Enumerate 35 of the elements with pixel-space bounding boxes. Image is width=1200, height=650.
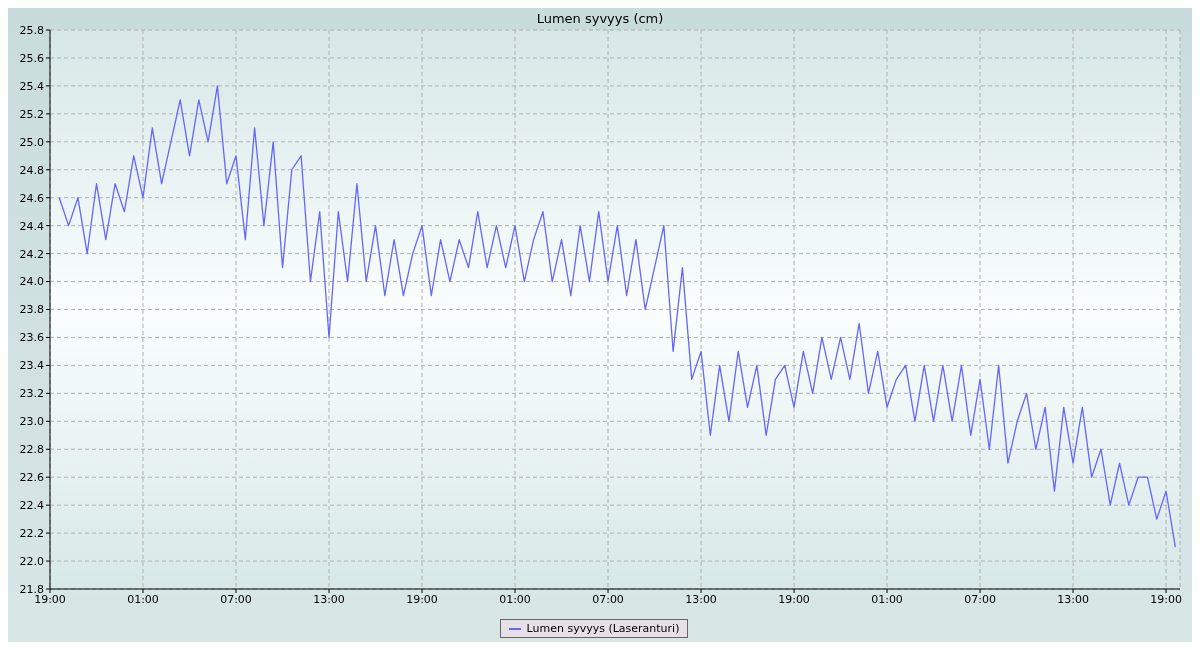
y-tick-label: 25.6 (19, 51, 44, 65)
x-tick-label: 07:00 (964, 592, 996, 606)
y-tick-label: 22.8 (19, 443, 44, 457)
x-tick-label: 13:00 (313, 592, 345, 606)
y-tick-label: 24.0 (19, 275, 44, 289)
y-tick-label: 23.2 (19, 387, 44, 401)
line-series (58, 85, 1176, 548)
y-tick-label: 25.2 (19, 107, 44, 121)
y-tick-label: 24.8 (19, 163, 44, 177)
x-tick-label: 01:00 (499, 592, 531, 606)
x-tick-label: 13:00 (685, 592, 717, 606)
x-tick-label: 01:00 (871, 592, 903, 606)
y-tick-label: 25.4 (19, 79, 44, 93)
y-tick-label: 25.0 (19, 135, 44, 149)
chart-title: Lumen syvyys (cm) (536, 11, 664, 26)
x-tick-label: 19:00 (778, 592, 810, 606)
y-tick-label: 22.6 (19, 471, 44, 485)
y-tick-label: 25.8 (19, 23, 44, 37)
y-tick-label: 22.4 (19, 499, 44, 513)
x-tick-label: 07:00 (220, 592, 252, 606)
x-tick-label: 07:00 (592, 592, 624, 606)
y-tick-label: 23.8 (19, 303, 44, 317)
y-tick-label: 24.4 (19, 219, 44, 233)
y-tick-label: 24.2 (19, 247, 44, 261)
y-tick-label: 23.4 (19, 359, 44, 373)
y-tick-label: 22.2 (19, 527, 44, 541)
x-tick-label: 01:00 (127, 592, 159, 606)
y-tick-label: 24.6 (19, 191, 44, 205)
y-tick-label: 23.6 (19, 331, 44, 345)
y-tick-label: 22.0 (19, 554, 44, 568)
y-tick-label: 23.0 (19, 415, 44, 429)
x-tick-label: 19:00 (406, 592, 438, 606)
legend-label: Lumen syvyys (Laseranturi) (526, 622, 680, 635)
x-tick-label: 13:00 (1057, 592, 1089, 606)
x-tick-label: 19:00 (1150, 592, 1182, 606)
